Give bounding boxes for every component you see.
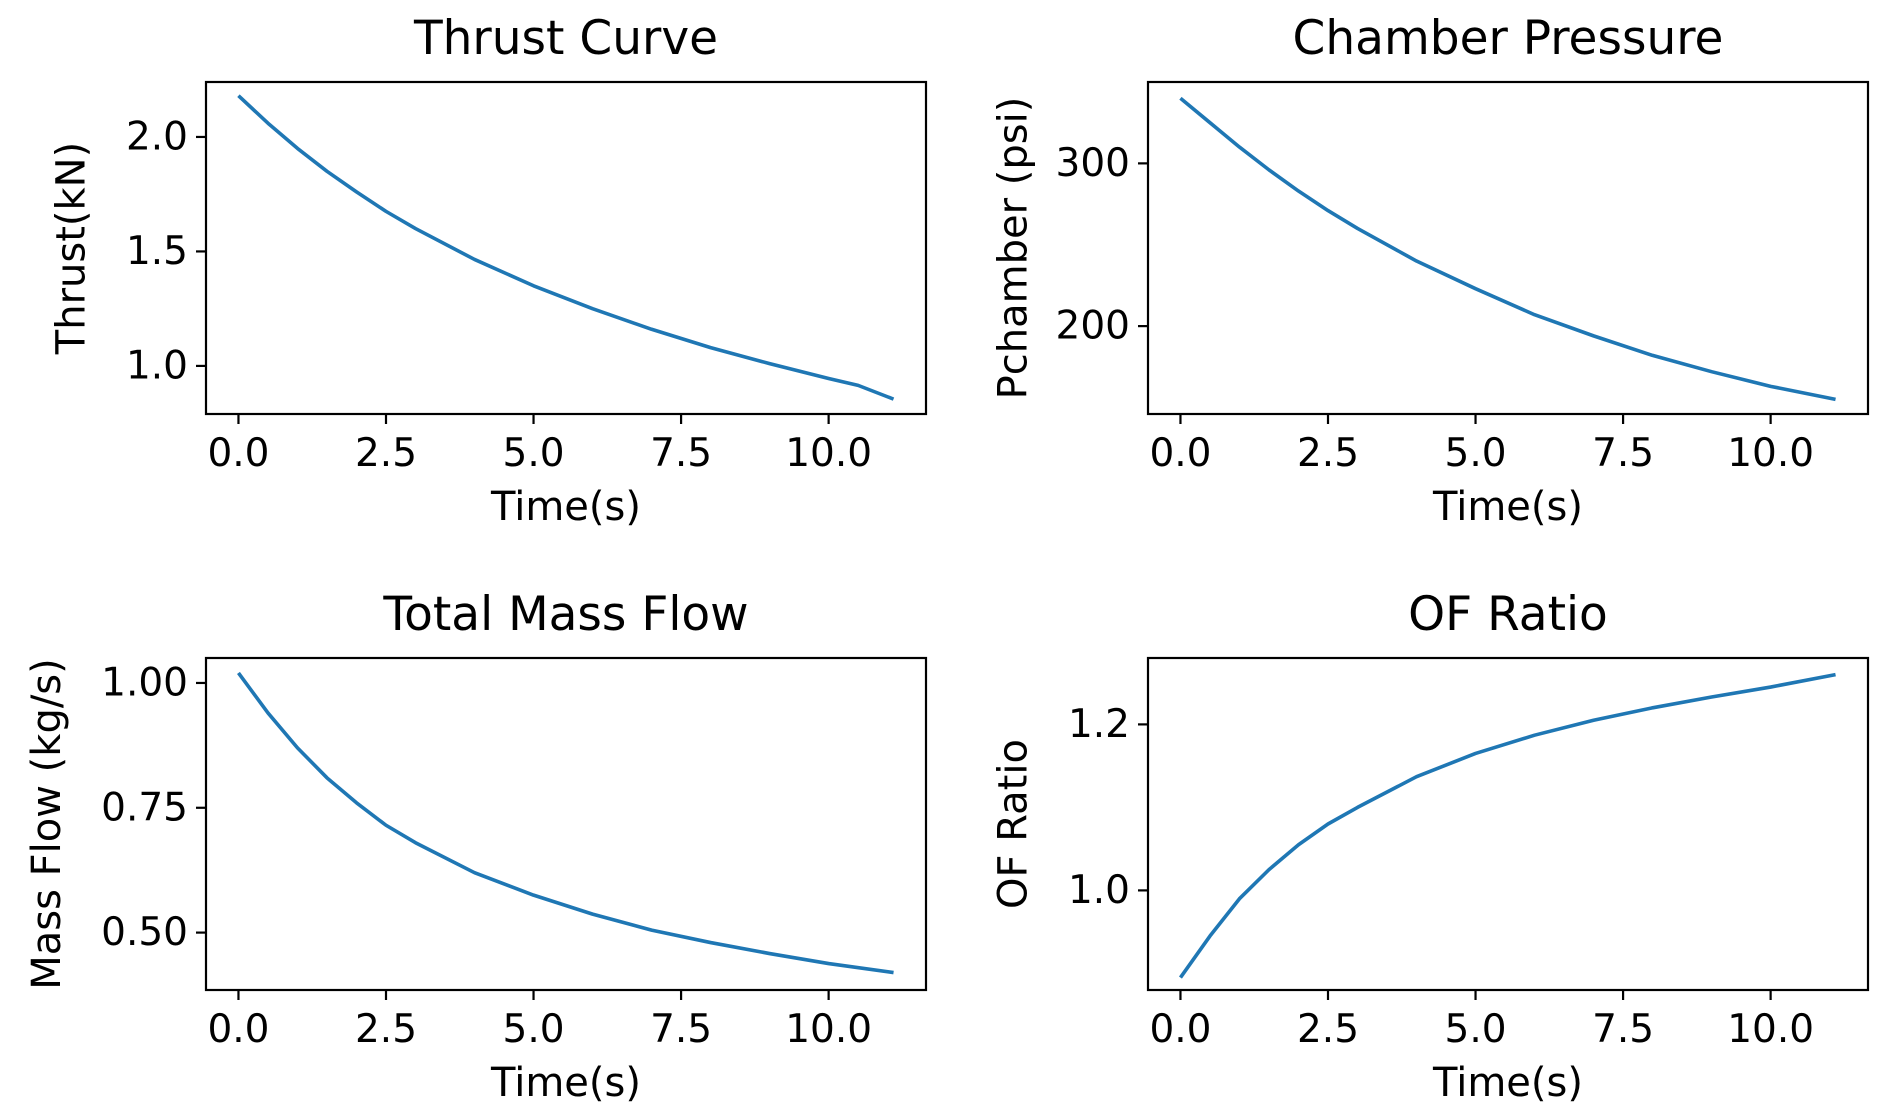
- of-ratio-x-tick-label: 5.0: [1445, 1007, 1507, 1052]
- of-ratio-y-tick-label: 1.2: [1068, 702, 1130, 747]
- thrust-curve-x-tick-label: 0.0: [207, 431, 269, 476]
- thrust-curve-x-axis-label: Time(s): [490, 484, 641, 530]
- chart-of-ratio: OF Ratio 0.0 2.5 5.0 7.5 10.0 1.0 1.2 Time(s) OF …: [991, 587, 1870, 1106]
- chamber-pressure-y-tick-label: 200: [1056, 304, 1130, 349]
- of-ratio-title: OF Ratio: [1408, 587, 1608, 642]
- total-mass-flow-y-axis-label: Mass Flow (kg/s): [24, 658, 70, 990]
- chamber-pressure-x-tick-label: 0.0: [1149, 431, 1211, 476]
- thrust-curve-axes-frame: [204, 80, 928, 416]
- total-mass-flow-axes-frame: [204, 656, 928, 992]
- thrust-curve-y-tick-label: 1.5: [126, 229, 188, 274]
- thrust-curve-x-tick-label: 5.0: [503, 431, 565, 476]
- total-mass-flow-y-tick-label: 1.00: [101, 660, 188, 705]
- total-mass-flow-y-tick-label: 0.50: [101, 910, 188, 955]
- chamber-pressure-series-line: [1179, 96, 1836, 402]
- chart-thrust-curve: Thrust Curve 0.0 2.5 5.0 7.5 10.0 1.0 1.5 2.0 Tim…: [49, 11, 928, 530]
- thrust-curve-x-tick-label: 7.5: [650, 431, 712, 476]
- of-ratio-x-tick-label: 10.0: [1727, 1007, 1814, 1052]
- thrust-curve-title: Thrust Curve: [413, 11, 718, 66]
- chamber-pressure-y-tick-label: 300: [1056, 141, 1130, 186]
- chamber-pressure-x-tick-label: 7.5: [1592, 431, 1654, 476]
- of-ratio-x-tick-label: 2.5: [1297, 1007, 1359, 1052]
- chamber-pressure-x-tick-label: 2.5: [1297, 431, 1359, 476]
- of-ratio-y-tick-label: 1.0: [1068, 868, 1130, 913]
- thrust-curve-x-tick-label: 2.5: [355, 431, 417, 476]
- chamber-pressure-title: Chamber Pressure: [1293, 11, 1724, 66]
- total-mass-flow-x-axis-label: Time(s): [490, 1060, 641, 1106]
- thrust-curve-x-tick-label: 10.0: [785, 431, 872, 476]
- of-ratio-series-line: [1178, 672, 1836, 979]
- chamber-pressure-x-axis-label: Time(s): [1432, 484, 1583, 530]
- total-mass-flow-x-tick-label: 10.0: [785, 1007, 872, 1052]
- of-ratio-x-axis-label: Time(s): [1432, 1060, 1583, 1106]
- of-ratio-axes-frame: [1146, 656, 1870, 992]
- total-mass-flow-x-tick-label: 7.5: [650, 1007, 712, 1052]
- of-ratio-x-tick-label: 0.0: [1149, 1007, 1211, 1052]
- total-mass-flow-x-tick-label: 0.0: [207, 1007, 269, 1052]
- total-mass-flow-series-line: [237, 671, 894, 975]
- chart-chamber-pressure: Chamber Pressure 0.0 2.5 5.0 7.5 10.0 200 300 Ti…: [991, 11, 1870, 530]
- chamber-pressure-y-axis-label: Pchamber (psi): [991, 97, 1037, 400]
- total-mass-flow-x-tick-label: 5.0: [503, 1007, 565, 1052]
- total-mass-flow-y-tick-label: 0.75: [101, 785, 188, 830]
- chamber-pressure-x-tick-label: 5.0: [1445, 431, 1507, 476]
- chamber-pressure-axes-frame: [1146, 80, 1870, 416]
- total-mass-flow-title: Total Mass Flow: [382, 587, 748, 642]
- of-ratio-x-tick-label: 7.5: [1592, 1007, 1654, 1052]
- thrust-curve-y-tick-label: 1.0: [126, 343, 188, 388]
- chart-total-mass-flow: Total Mass Flow 0.0 2.5 5.0 7.5 10.0 0.50 0.75 1…: [24, 587, 928, 1106]
- total-mass-flow-x-tick-label: 2.5: [355, 1007, 417, 1052]
- thrust-curve-y-axis-label: Thrust(kN): [49, 142, 95, 355]
- of-ratio-y-axis-label: OF Ratio: [991, 739, 1037, 909]
- thrust-curve-y-tick-label: 2.0: [126, 114, 188, 159]
- chamber-pressure-x-tick-label: 10.0: [1727, 431, 1814, 476]
- thrust-curve-series-line: [237, 94, 895, 401]
